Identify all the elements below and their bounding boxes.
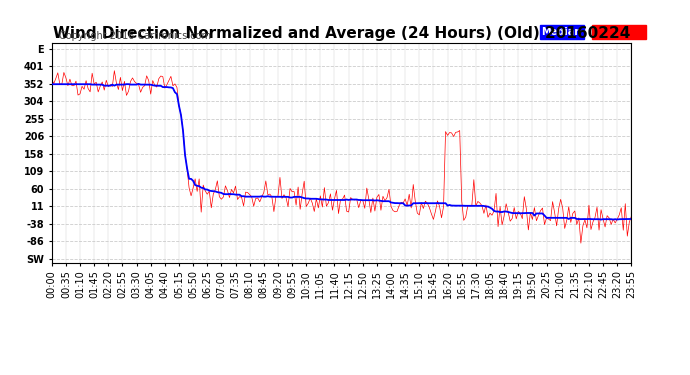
Text: Copyright 2016 Cartronics.com: Copyright 2016 Cartronics.com bbox=[59, 32, 210, 41]
Text: Median: Median bbox=[542, 27, 582, 37]
Title: Wind Direction Normalized and Average (24 Hours) (Old) 20160224: Wind Direction Normalized and Average (2… bbox=[53, 26, 630, 40]
Text: Direction: Direction bbox=[593, 27, 644, 37]
